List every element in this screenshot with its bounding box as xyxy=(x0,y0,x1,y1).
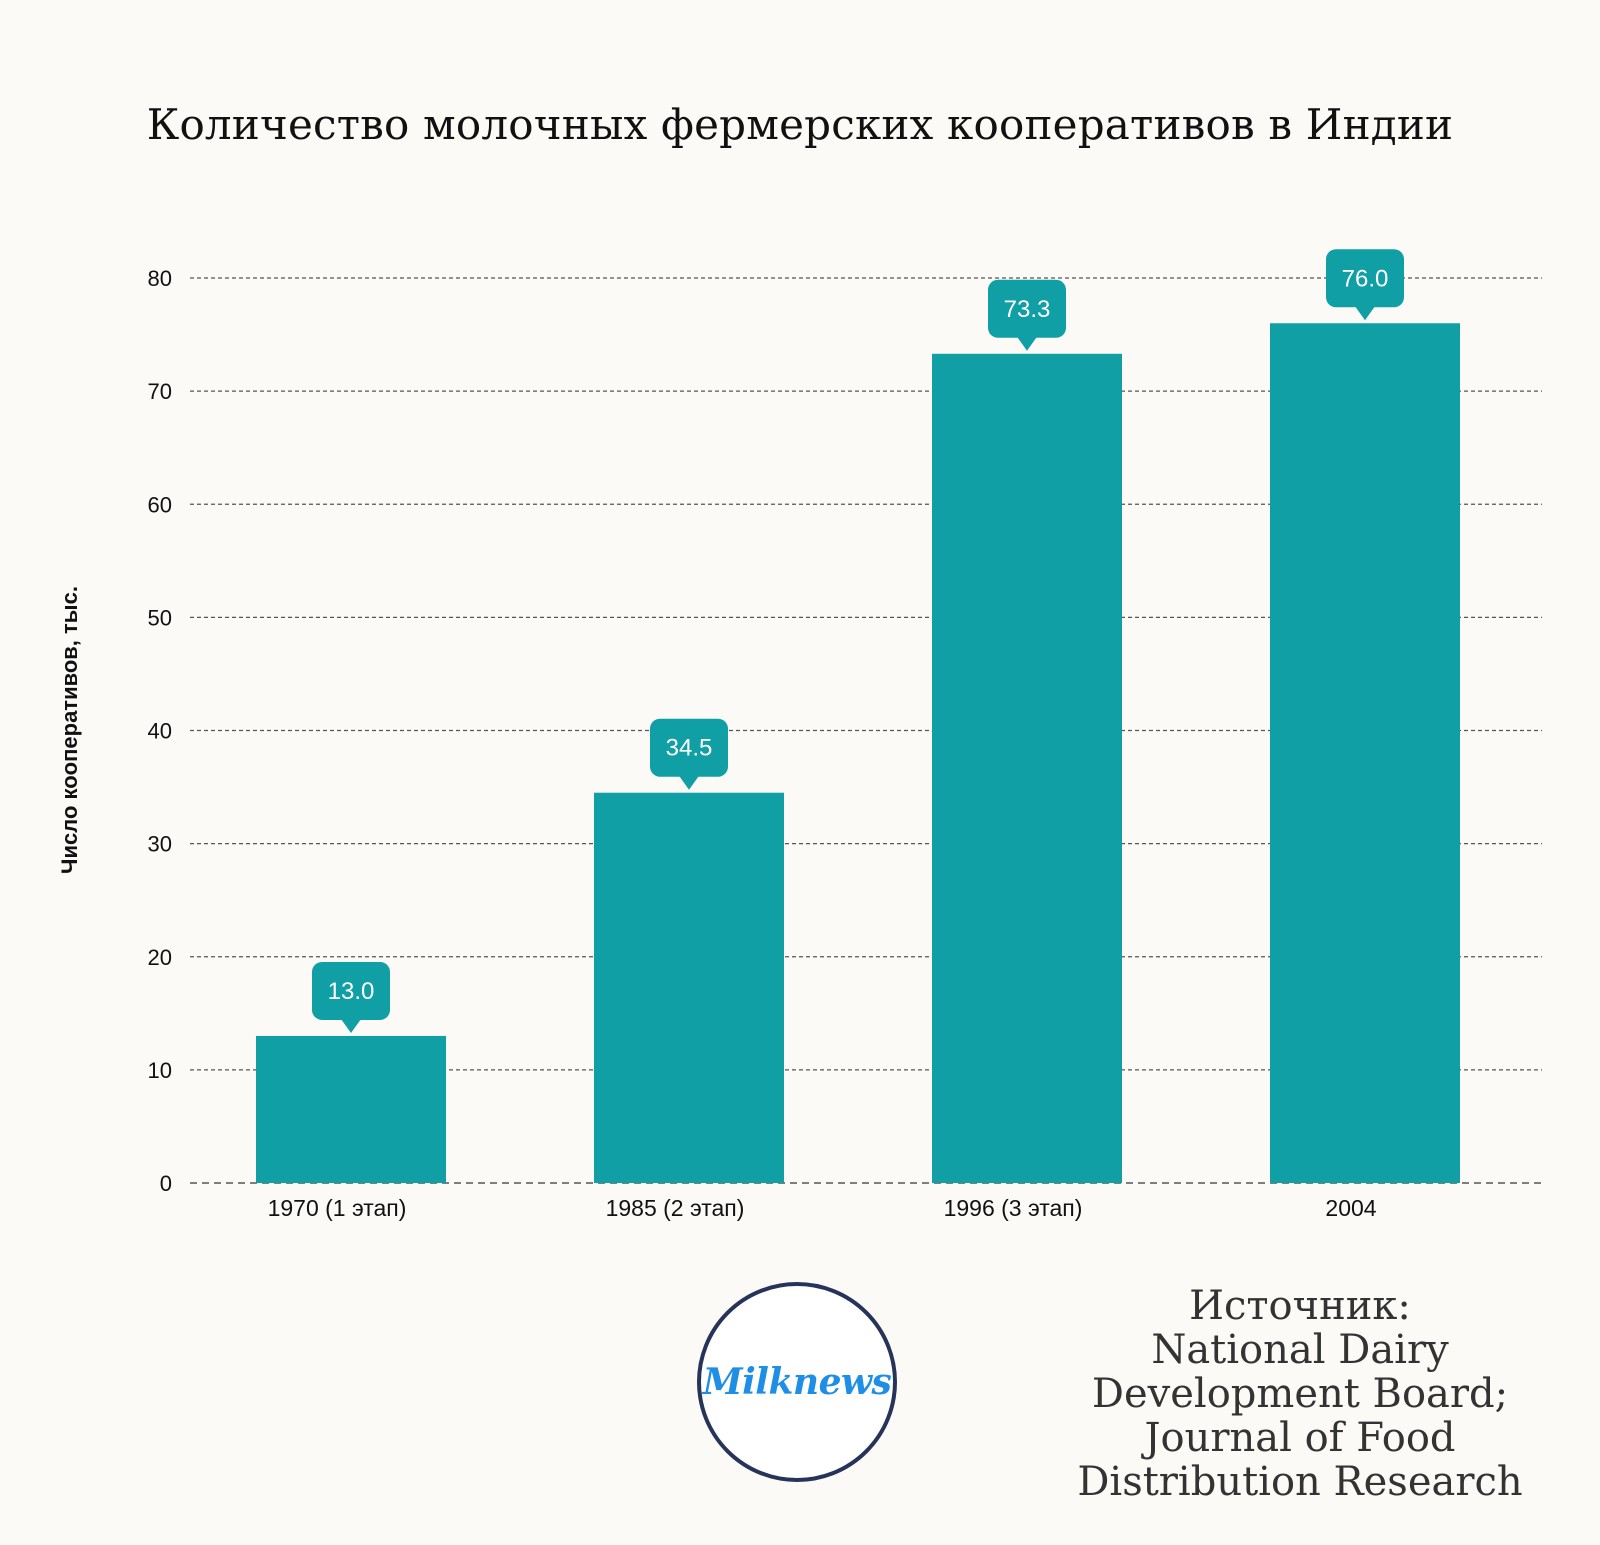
milknews-logo: Milknews xyxy=(697,1282,897,1482)
y-tick-label: 70 xyxy=(148,379,172,404)
source-line: Journal of Food xyxy=(1144,1415,1456,1461)
data-label-pointer xyxy=(1017,336,1037,351)
y-tick-label: 40 xyxy=(148,719,172,744)
x-tick-label: 1970 (1 этап) xyxy=(268,1195,407,1221)
data-label: 34.5 xyxy=(666,735,713,762)
y-tick-label: 30 xyxy=(148,832,172,857)
y-tick-label: 60 xyxy=(148,492,172,517)
x-tick-label: 1985 (2 этап) xyxy=(606,1195,745,1221)
source-line: Development Board; xyxy=(1091,1371,1509,1417)
logo-text: Milknews xyxy=(702,1361,892,1403)
y-tick-label: 0 xyxy=(160,1171,172,1196)
x-tick-label: 2004 xyxy=(1325,1195,1376,1221)
y-tick-label: 20 xyxy=(148,945,172,970)
data-label-bubble xyxy=(312,961,390,1020)
source-line: Distribution Research xyxy=(1077,1459,1523,1505)
y-tick-label: 80 xyxy=(148,266,172,291)
data-label-bubble xyxy=(650,718,728,777)
bar xyxy=(932,353,1122,1183)
data-label: 76.0 xyxy=(1342,265,1389,292)
chart-title: Количество молочных фермерских кооперати… xyxy=(146,100,1454,149)
source-line: Источник: xyxy=(1189,1283,1411,1329)
x-tick-label: 1996 (3 этап) xyxy=(944,1195,1083,1221)
bar xyxy=(256,1035,446,1183)
data-label-bubble xyxy=(988,279,1066,338)
bar xyxy=(594,792,784,1183)
data-label-pointer xyxy=(679,775,699,790)
y-tick-label: 10 xyxy=(148,1058,172,1083)
data-label-bubble xyxy=(1326,249,1404,308)
data-label: 73.3 xyxy=(1004,296,1051,323)
data-label-pointer xyxy=(341,1018,361,1033)
data-label-pointer xyxy=(1355,306,1375,321)
bar xyxy=(1270,323,1460,1183)
y-tick-label: 50 xyxy=(148,605,172,630)
source-line: National Dairy xyxy=(1151,1327,1449,1373)
source-note: Источник: National Dairy Development Boa… xyxy=(1060,1284,1540,1504)
data-label: 13.0 xyxy=(328,978,375,1005)
